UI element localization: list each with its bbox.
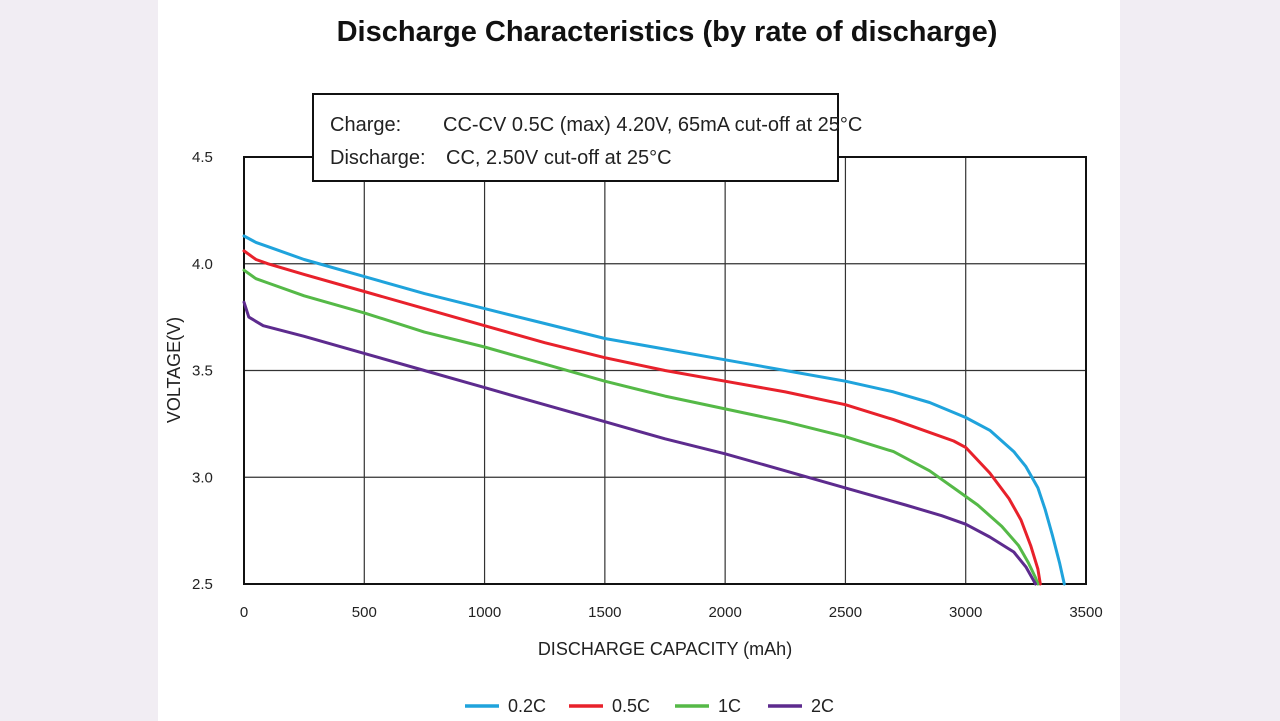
x-tick-label: 3000 (949, 604, 982, 621)
legend-label: 2C (811, 696, 834, 716)
conditions-box-frame (312, 93, 839, 182)
x-tick-label: 1500 (588, 604, 621, 621)
legend-label: 0.5C (612, 696, 650, 716)
chart-title: Discharge Characteristics (by rate of di… (337, 16, 998, 48)
chart-canvas: Discharge Characteristics (by rate of di… (158, 0, 1120, 721)
x-tick-label: 500 (352, 604, 377, 621)
series-line-1C (242, 268, 1040, 586)
legend: 0.2C 0.5C 1C 2C (465, 696, 834, 716)
charge-label: Charge: (330, 114, 401, 136)
series-line-0.2C (242, 234, 1066, 586)
legend-label: 0.2C (508, 696, 546, 716)
y-tick-label: 4.0 (192, 256, 213, 273)
x-axis-label: DISCHARGE CAPACITY (mAh) (538, 639, 792, 659)
series-line-0.5C (242, 249, 1042, 586)
x-tick-label: 2500 (829, 604, 862, 621)
x-tick-label: 0 (240, 604, 248, 621)
discharge-text: CC, 2.50V cut-off at 25°C (446, 147, 672, 169)
discharge-chart: Discharge Characteristics (by rate of di… (164, 16, 1103, 716)
x-tick-label: 1000 (468, 604, 501, 621)
series-line-2C (242, 300, 1037, 586)
y-tick-label: 3.0 (192, 469, 213, 486)
x-tick-label: 3500 (1069, 604, 1102, 621)
y-tick-label: 2.5 (192, 576, 213, 593)
x-tick-labels: 0 500 1000 1500 2000 2500 3000 3500 (240, 604, 1103, 621)
conditions-box: Charge: CC-CV 0.5C (max) 4.20V, 65mA cut… (312, 93, 862, 182)
y-axis-label: VOLTAGE(V) (164, 317, 184, 423)
discharge-label: Discharge: (330, 147, 426, 169)
charge-text: CC-CV 0.5C (max) 4.20V, 65mA cut-off at … (443, 114, 862, 136)
y-tick-label: 4.5 (192, 149, 213, 166)
series-layer (242, 234, 1066, 586)
legend-label: 1C (718, 696, 741, 716)
y-tick-labels: 2.5 3.0 3.5 4.0 4.5 (192, 149, 213, 593)
x-tick-label: 2000 (708, 604, 741, 621)
y-tick-label: 3.5 (192, 363, 213, 380)
